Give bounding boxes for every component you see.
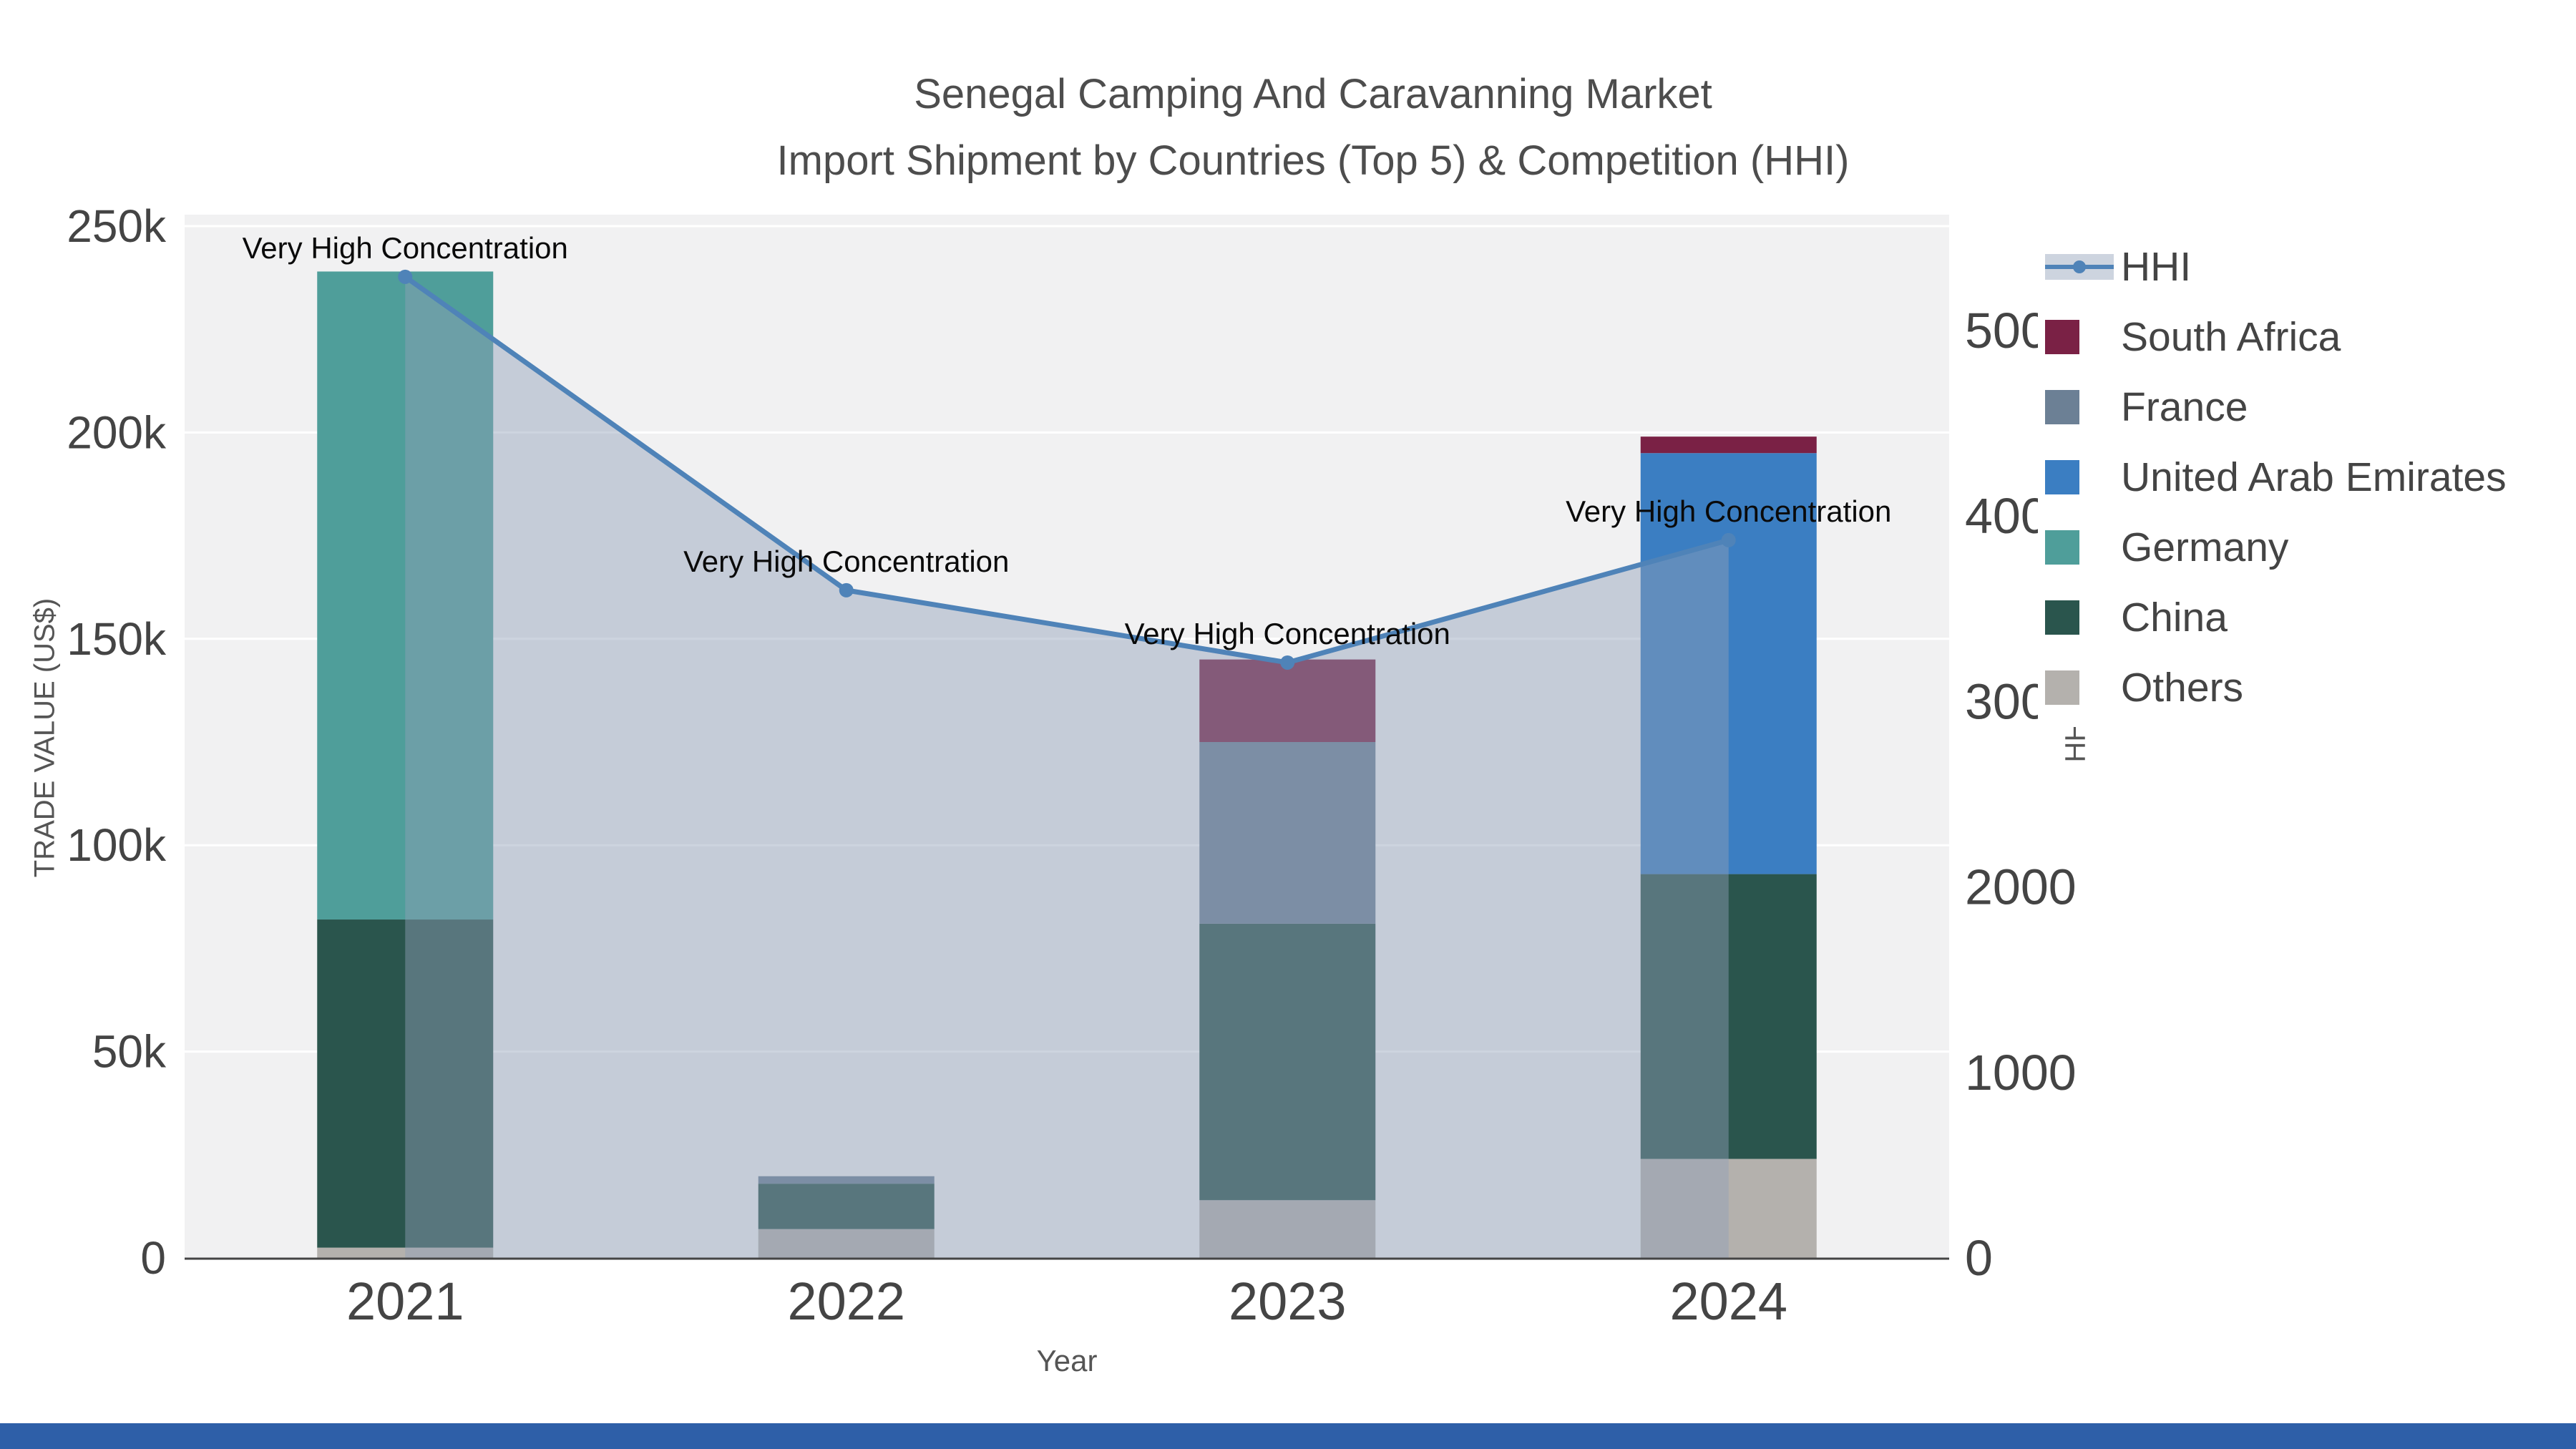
legend-label: United Arab Emirates — [2121, 454, 2507, 500]
y-right-tick-2000: 2000 — [1965, 859, 2077, 915]
bar-china-2023[interactable] — [1199, 923, 1376, 1201]
hhi-marker-2023[interactable] — [1280, 655, 1295, 670]
legend-item-south-africa[interactable]: South Africa — [2045, 302, 2507, 372]
bar-china-2024[interactable] — [1640, 874, 1817, 1159]
bar-others-2022[interactable] — [758, 1229, 935, 1258]
hhi-area-fill — [405, 276, 1729, 1258]
bar-others-2023[interactable] — [1199, 1200, 1376, 1258]
x-tick-2022: 2022 — [787, 1272, 905, 1331]
bar-germany-2021[interactable] — [317, 271, 494, 920]
legend-item-france[interactable]: France — [2045, 372, 2507, 442]
annotation-2024: Very High Concentration — [1566, 494, 1891, 528]
bar-china-2022[interactable] — [758, 1184, 935, 1229]
legend-item-germany[interactable]: Germany — [2045, 512, 2507, 582]
legend-label: Germany — [2121, 525, 2289, 570]
annotation-2022: Very High Concentration — [683, 545, 1009, 578]
legend-item-china[interactable]: China — [2045, 582, 2507, 653]
bar-china-2021[interactable] — [317, 919, 494, 1248]
bar-others-2021[interactable] — [317, 1247, 494, 1258]
legend-label: South Africa — [2121, 314, 2341, 360]
legend-swatch-icon — [2045, 459, 2114, 496]
footer-strip — [0, 1423, 2576, 1449]
left-axis-title: TRADE VALUE (US$) — [29, 597, 61, 878]
legend-swatch-icon — [2045, 389, 2114, 426]
annotation-2021: Very High Concentration — [243, 231, 568, 265]
legend-line-icon — [2045, 248, 2114, 286]
x-tick-2023: 2023 — [1229, 1272, 1347, 1331]
bar-south-africa-2023[interactable] — [1199, 659, 1376, 742]
x-tick-2021: 2021 — [346, 1272, 464, 1331]
legend-item-hhi[interactable]: HHI — [2045, 232, 2507, 302]
legend-swatch-icon — [2045, 318, 2114, 356]
hhi-line[interactable] — [404, 274, 1729, 665]
chart-title-line1: Senegal Camping And Caravanning Market — [914, 71, 1712, 117]
y-left-tick-100k: 100k — [67, 819, 167, 871]
hhi-marker-2022[interactable] — [839, 582, 854, 597]
legend-swatch-icon — [2045, 669, 2114, 706]
hhi-marker-2021[interactable] — [398, 269, 413, 284]
x-tick-2024: 2024 — [1669, 1272, 1787, 1331]
legend-label: France — [2121, 384, 2248, 430]
legend-swatch-icon — [2045, 599, 2114, 636]
legend-label: Others — [2121, 665, 2244, 711]
legend-label: China — [2121, 595, 2228, 640]
y-left-tick-0: 0 — [140, 1232, 166, 1284]
legend-item-others[interactable]: Others — [2045, 653, 2507, 723]
bar-united-arab-emirates-2024[interactable] — [1640, 453, 1817, 874]
chart-title-line2: Import Shipment by Countries (Top 5) & C… — [776, 137, 1850, 184]
y-left-tick-50k: 50k — [92, 1026, 167, 1078]
chart-title: Senegal Camping And Caravanning Market I… — [777, 62, 1850, 195]
annotation-2023: Very High Concentration — [1125, 617, 1450, 650]
legend: HHI South Africa France United Arab Emirate… — [2038, 228, 2517, 727]
legend-label: HHI — [2121, 244, 2192, 290]
hhi-marker-2024[interactable] — [1721, 532, 1736, 547]
legend-item-united-arab-emirates[interactable]: United Arab Emirates — [2045, 442, 2507, 512]
bar-france-2023[interactable] — [1199, 742, 1376, 924]
bar-south-africa-2024[interactable] — [1640, 436, 1817, 454]
y-left-tick-150k: 150k — [67, 613, 167, 665]
y-right-tick-1000: 1000 — [1965, 1045, 2077, 1101]
y-left-tick-250k: 250k — [67, 200, 167, 252]
x-axis-title: Year — [1036, 1344, 1098, 1377]
bar-france-2022[interactable] — [758, 1176, 935, 1184]
bar-others-2024[interactable] — [1640, 1158, 1817, 1258]
y-left-tick-200k: 200k — [67, 406, 167, 458]
y-right-tick-0: 0 — [1965, 1230, 1993, 1286]
legend-swatch-icon — [2045, 529, 2114, 566]
